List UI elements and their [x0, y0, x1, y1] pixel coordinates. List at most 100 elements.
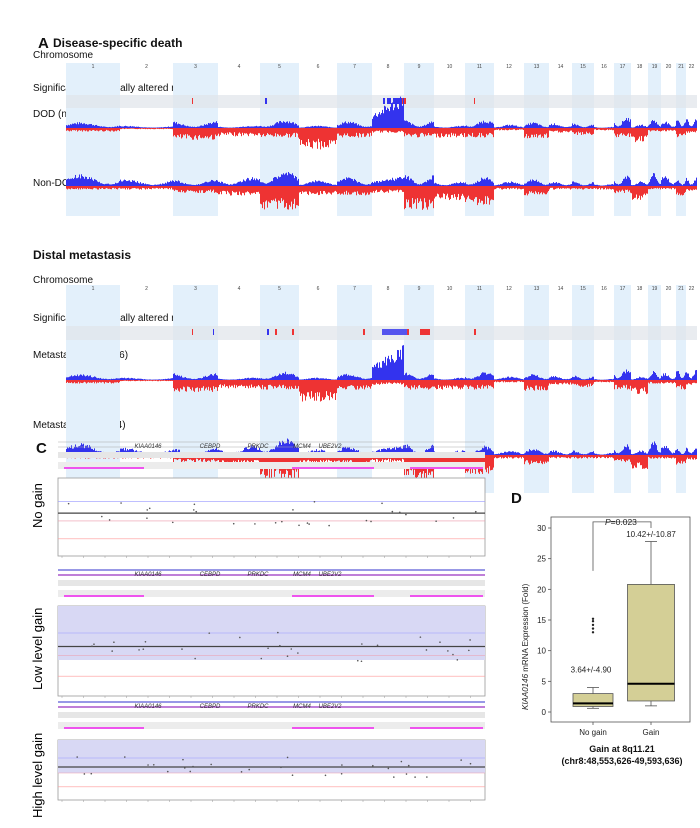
- loss-bar: [636, 186, 637, 195]
- loss-bar: [535, 380, 536, 386]
- gain-bar: [229, 184, 230, 186]
- gain-bar: [190, 184, 191, 186]
- loss-bar: [259, 128, 260, 134]
- gain-bar: [520, 453, 521, 455]
- gain-bar: [282, 373, 283, 380]
- gain-bar: [551, 450, 552, 455]
- gain-bar: [493, 123, 494, 128]
- loss-bar: [680, 186, 681, 196]
- gain-bar: [474, 125, 475, 128]
- loss-bar: [560, 380, 561, 384]
- gain-bar: [348, 177, 349, 186]
- gain-bar: [285, 443, 286, 455]
- loss-bar: [438, 455, 439, 466]
- loss-bar: [399, 186, 400, 191]
- gain-bar: [304, 127, 305, 128]
- loss-bar: [371, 186, 372, 193]
- gain-bar: [512, 376, 513, 380]
- gain-bar: [419, 184, 420, 186]
- gain-bar: [244, 447, 245, 455]
- loss-bar: [581, 380, 582, 386]
- loss-bar: [435, 380, 436, 388]
- gain-bar: [380, 367, 381, 380]
- gain-bar: [121, 377, 122, 380]
- loss-bar: [589, 380, 590, 387]
- gain-bar: [664, 123, 665, 128]
- loss-bar: [582, 455, 583, 459]
- loss-bar: [417, 186, 418, 199]
- loss-bar: [384, 186, 385, 193]
- gain-bar: [584, 185, 585, 186]
- loss-bar: [335, 380, 336, 400]
- gain-bar: [526, 183, 527, 186]
- loss-bar: [98, 186, 99, 190]
- loss-bar: [651, 380, 652, 382]
- loss-bar: [85, 186, 86, 189]
- loss-bar: [413, 128, 414, 135]
- gain-bar: [433, 121, 434, 128]
- loss-bar: [72, 186, 73, 189]
- loss-bar: [643, 186, 644, 195]
- loss-bar: [67, 128, 68, 131]
- loss-bar: [374, 128, 375, 132]
- loss-bar: [557, 128, 558, 131]
- significant-region-band: [66, 326, 697, 340]
- loss-bar: [356, 128, 357, 133]
- gain-bar: [510, 451, 511, 455]
- loss-bar: [536, 455, 537, 462]
- gain-bar: [97, 378, 98, 380]
- loss-bar: [314, 380, 315, 401]
- loss-bar: [231, 186, 232, 196]
- loss-bar: [561, 455, 562, 458]
- gain-bar: [449, 127, 450, 128]
- gain-bar: [219, 378, 220, 380]
- gain-bar: [190, 126, 191, 128]
- gain-bar: [299, 184, 300, 186]
- gain-bar: [133, 126, 134, 128]
- loss-bar: [401, 128, 402, 131]
- loss-bar: [219, 128, 220, 137]
- loss-bar: [568, 186, 569, 189]
- gain-bar: [164, 183, 165, 186]
- gain-bar: [485, 179, 486, 186]
- loss-bar: [149, 380, 150, 381]
- gain-bar: [263, 378, 264, 380]
- gain-bar: [232, 184, 233, 186]
- loss-bar: [519, 128, 520, 130]
- loss-bar: [462, 380, 463, 389]
- gain-bar: [415, 125, 416, 128]
- gain-bar: [582, 379, 583, 380]
- loss-bar: [475, 186, 476, 198]
- gain-bar: [649, 377, 650, 380]
- gain-bar: [426, 377, 427, 380]
- gain-bar: [500, 378, 501, 380]
- loss-bar: [293, 186, 294, 204]
- chromosome-number: 21: [678, 64, 684, 70]
- gain-bar: [509, 451, 510, 455]
- gain-bar: [313, 378, 314, 380]
- gain-bar: [636, 378, 637, 380]
- gain-bar: [85, 124, 86, 128]
- gain-bar: [552, 183, 553, 186]
- loss-bar: [399, 128, 400, 132]
- loss-bar: [235, 186, 236, 193]
- loss-bar: [546, 128, 547, 134]
- loss-bar: [116, 186, 117, 190]
- gain-bar: [670, 182, 671, 186]
- gain-bar: [446, 379, 447, 380]
- gain-bar: [506, 452, 507, 455]
- gain-bar: [127, 448, 128, 455]
- gain-bar: [620, 452, 621, 455]
- loss-bar: [204, 186, 205, 193]
- gain-bar: [505, 451, 506, 455]
- loss-bar: [535, 455, 536, 463]
- loss-bar: [202, 186, 203, 191]
- loss-bar: [138, 128, 139, 129]
- loss-bar: [259, 380, 260, 387]
- loss-bar: [537, 455, 538, 463]
- loss-bar: [585, 128, 586, 135]
- loss-bar: [157, 128, 158, 129]
- loss-bar: [614, 380, 615, 390]
- gain-bar: [167, 126, 168, 128]
- loss-bar: [151, 128, 152, 129]
